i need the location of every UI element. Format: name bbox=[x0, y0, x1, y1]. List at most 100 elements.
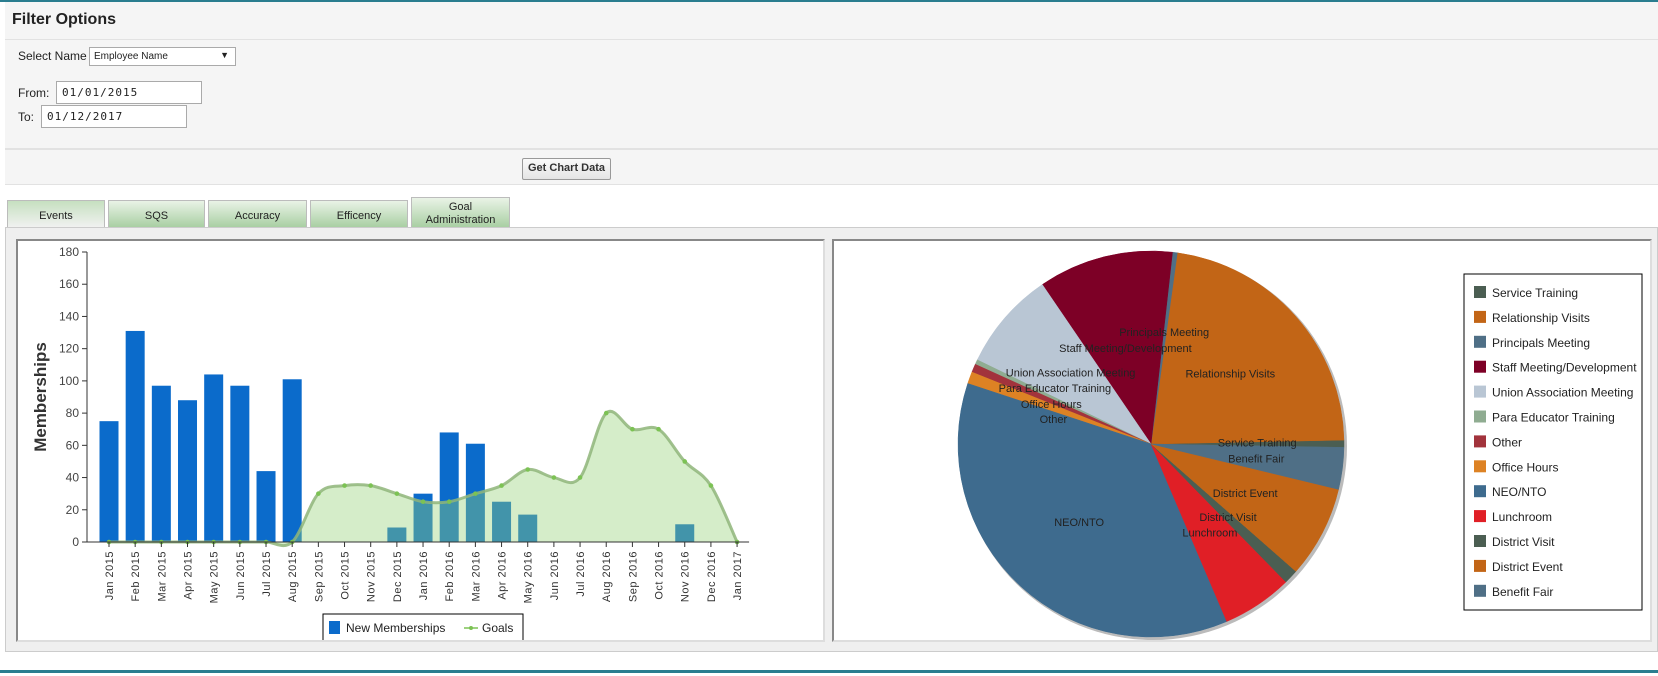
legend-swatch bbox=[1474, 559, 1486, 572]
legend-box bbox=[322, 613, 524, 642]
to-label: To: bbox=[18, 110, 35, 124]
pie-legend: Service Training Relationship Visits Princ… bbox=[1463, 273, 1643, 611]
legend-swatch-new-memberships bbox=[329, 621, 340, 634]
goals-point bbox=[473, 491, 478, 496]
from-date-input[interactable]: 01/01/2015 bbox=[56, 81, 202, 104]
bar-new-memberships bbox=[151, 385, 171, 542]
legend-swatch bbox=[1474, 435, 1486, 448]
legend-swatch bbox=[1474, 310, 1486, 323]
legend-label: Service Training bbox=[1492, 286, 1578, 300]
legend-swatch bbox=[1474, 335, 1486, 348]
memberships-chart-panel: 0 20 40 60 80 100 120 140 160 180 Memberships Jan 2… bbox=[16, 239, 825, 642]
page-title: Filter Options bbox=[12, 11, 116, 28]
x-tick-label: Dec 2015 bbox=[392, 551, 404, 602]
bar-new-memberships bbox=[99, 421, 119, 542]
bar-new-memberships bbox=[492, 501, 512, 542]
y-tick-label: 160 bbox=[59, 277, 79, 291]
x-tick-label: Nov 2016 bbox=[680, 551, 692, 602]
tab-efficency[interactable]: Efficency bbox=[310, 200, 408, 227]
y-tick-label: 0 bbox=[72, 535, 79, 549]
tab-accuracy[interactable]: Accuracy bbox=[208, 200, 307, 227]
button-bar: Get Chart Data bbox=[5, 149, 1658, 185]
pie-slice-label: Principals Meeting bbox=[1119, 327, 1209, 339]
from-label: From: bbox=[18, 86, 50, 100]
pie-slice-label: District Event bbox=[1213, 488, 1278, 500]
x-tick-label: Jun 2015 bbox=[235, 551, 247, 600]
x-tick-label: Apr 2016 bbox=[497, 551, 509, 600]
filter-form: Select Name Employee Name ▼ From: 01/01/… bbox=[5, 40, 1658, 149]
x-tick-label: Jul 2016 bbox=[575, 551, 587, 597]
goals-point bbox=[342, 483, 347, 488]
legend-label: Lunchroom bbox=[1492, 510, 1552, 524]
events-pie-chart: Service Training Relationship Visits Princ… bbox=[957, 250, 1643, 640]
pie-slice bbox=[1150, 252, 1345, 445]
pie-slice-label: Lunchroom bbox=[1182, 527, 1237, 539]
select-name-label: Select Name bbox=[18, 49, 87, 63]
memberships-chart: 0 20 40 60 80 100 120 140 160 180 Memberships Jan 2… bbox=[31, 245, 750, 642]
y-tick-label: 80 bbox=[66, 406, 80, 420]
goals-point bbox=[446, 499, 452, 505]
legend-swatch bbox=[1474, 385, 1486, 398]
x-tick-label: Jan 2016 bbox=[418, 551, 430, 600]
legend-label: District Visit bbox=[1492, 535, 1555, 549]
legend-label: Principals Meeting bbox=[1492, 336, 1590, 350]
legend-label: District Event bbox=[1492, 560, 1563, 574]
bar-new-memberships bbox=[675, 524, 695, 542]
tab-sqs[interactable]: SQS bbox=[108, 200, 205, 227]
y-tick-label: 140 bbox=[59, 309, 79, 323]
goals-point bbox=[708, 483, 714, 488]
goals-point bbox=[630, 426, 635, 432]
legend-label: Other bbox=[1492, 435, 1522, 449]
x-tick-label: Jul 2015 bbox=[261, 551, 273, 597]
legend-label: Office Hours bbox=[1492, 460, 1558, 474]
legend-swatch bbox=[1474, 485, 1486, 498]
bar-new-memberships bbox=[413, 493, 433, 542]
goals-point bbox=[499, 483, 504, 488]
pie-slice-label: Other bbox=[1040, 414, 1068, 426]
y-tick-label: 60 bbox=[66, 438, 80, 452]
bar-new-memberships bbox=[204, 374, 224, 542]
tab-events[interactable]: Events bbox=[7, 200, 105, 228]
goals-area bbox=[109, 411, 738, 546]
bar-new-memberships bbox=[439, 432, 459, 542]
y-tick-label: 100 bbox=[59, 374, 79, 388]
x-tick-label: Feb 2015 bbox=[130, 551, 142, 601]
events-pie-panel: Service Training Relationship Visits Princ… bbox=[832, 239, 1652, 642]
pie-slice-label: Staff Meeting/Development bbox=[1059, 343, 1191, 355]
bar-new-memberships bbox=[282, 379, 302, 542]
y-tick-label: 40 bbox=[66, 471, 80, 485]
legend-label-new-memberships: New Memberships bbox=[346, 621, 445, 635]
goals-point bbox=[603, 410, 609, 416]
legend-label: Benefit Fair bbox=[1492, 585, 1553, 599]
x-tick-label: Aug 2016 bbox=[601, 551, 613, 602]
x-tick-label: Feb 2016 bbox=[444, 551, 456, 601]
top-accent-line bbox=[0, 0, 1658, 2]
pie-slice-label: Service Training bbox=[1218, 438, 1297, 450]
x-tick-label: Nov 2015 bbox=[366, 551, 378, 602]
legend-label: Para Educator Training bbox=[1492, 411, 1615, 425]
x-tick-label: Mar 2016 bbox=[470, 551, 482, 601]
get-chart-data-button[interactable]: Get Chart Data bbox=[522, 158, 612, 180]
employee-name-select[interactable]: Employee Name ▼ bbox=[89, 47, 236, 66]
to-date-input[interactable]: 01/12/2017 bbox=[41, 105, 187, 128]
pie-slice-label: NEO/NTO bbox=[1054, 517, 1104, 529]
x-tick-label: Apr 2015 bbox=[183, 551, 195, 600]
goals-point bbox=[525, 467, 531, 472]
pie-slice-label: Benefit Fair bbox=[1228, 454, 1285, 466]
legend-marker-goals bbox=[469, 626, 473, 630]
x-tick-label: Jun 2016 bbox=[549, 551, 561, 600]
pie-slice bbox=[1041, 250, 1173, 445]
pie-slice-label: Para Educator Training bbox=[999, 383, 1112, 395]
legend-label-goals: Goals bbox=[482, 621, 513, 635]
pie-slice-label: Office Hours bbox=[1021, 399, 1082, 411]
bar-new-memberships bbox=[125, 330, 145, 542]
tab-goal-administration[interactable]: Goal Administration bbox=[411, 197, 510, 227]
y-axis-title: Memberships bbox=[31, 342, 50, 452]
bar-new-memberships bbox=[230, 385, 250, 542]
x-tick-label: Dec 2016 bbox=[706, 551, 718, 602]
x-tick-label: May 2016 bbox=[523, 551, 535, 603]
legend-label: Union Association Meeting bbox=[1492, 386, 1633, 400]
x-tick-label: May 2015 bbox=[209, 551, 221, 603]
x-tick-label: Sep 2015 bbox=[313, 551, 325, 602]
goals-point bbox=[682, 459, 688, 464]
